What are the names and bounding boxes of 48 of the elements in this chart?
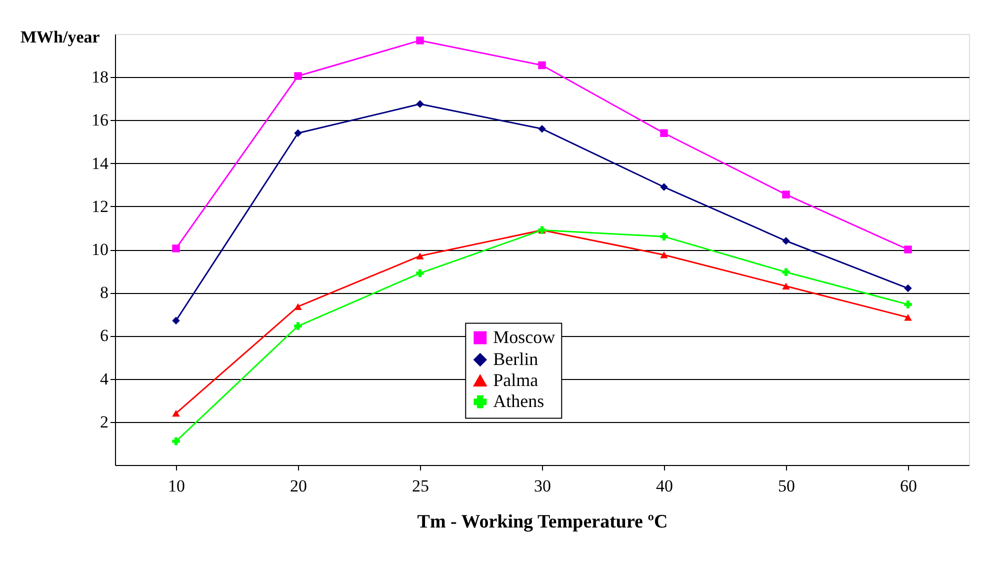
point	[904, 300, 912, 308]
y-tick-label: 14	[92, 154, 109, 173]
legend-label: Palma	[493, 370, 538, 390]
x-tick-label: 30	[534, 476, 551, 496]
point	[782, 190, 790, 198]
x-tick-label: 25	[412, 476, 429, 496]
point	[172, 437, 180, 446]
legend-label: Athens	[493, 390, 544, 411]
point	[172, 410, 180, 417]
point	[782, 282, 790, 290]
point	[904, 284, 912, 292]
y-tick-label: 18	[92, 68, 108, 87]
point	[294, 129, 302, 138]
point	[416, 269, 424, 278]
y-tick-label: 2	[100, 412, 108, 432]
y-tick-label: 8	[100, 283, 108, 302]
y-tick-label: 6	[100, 326, 108, 346]
y-tick-label: 16	[92, 110, 108, 130]
point	[538, 124, 546, 133]
point	[782, 237, 790, 245]
point	[294, 72, 302, 80]
x-tick-label: 50	[778, 476, 795, 496]
point	[538, 61, 546, 70]
point	[172, 316, 180, 324]
y-tick-label: 4	[100, 369, 109, 388]
point	[660, 129, 668, 138]
y-tick-label: 12	[92, 196, 108, 216]
point	[416, 36, 424, 44]
point	[172, 244, 180, 252]
point	[416, 100, 424, 108]
point	[782, 268, 790, 276]
y-axis-title: MWh/year	[20, 28, 100, 46]
y-tick-label: 10	[92, 240, 108, 259]
point	[660, 232, 668, 240]
x-axis-title: Tm - Working Temperature ºC	[417, 512, 668, 532]
x-tick-label: 60	[900, 476, 917, 496]
x-tick-label: 40	[656, 476, 673, 496]
point	[904, 314, 912, 321]
point	[904, 246, 912, 254]
point	[660, 252, 668, 258]
x-tick-label: 10	[168, 476, 185, 496]
legend-label: Moscow	[493, 326, 556, 347]
point	[294, 322, 302, 330]
point	[660, 183, 668, 191]
x-tick-label: 20	[290, 476, 307, 496]
point	[294, 303, 302, 310]
legend-label: Berlin	[493, 348, 538, 369]
point	[416, 252, 424, 260]
